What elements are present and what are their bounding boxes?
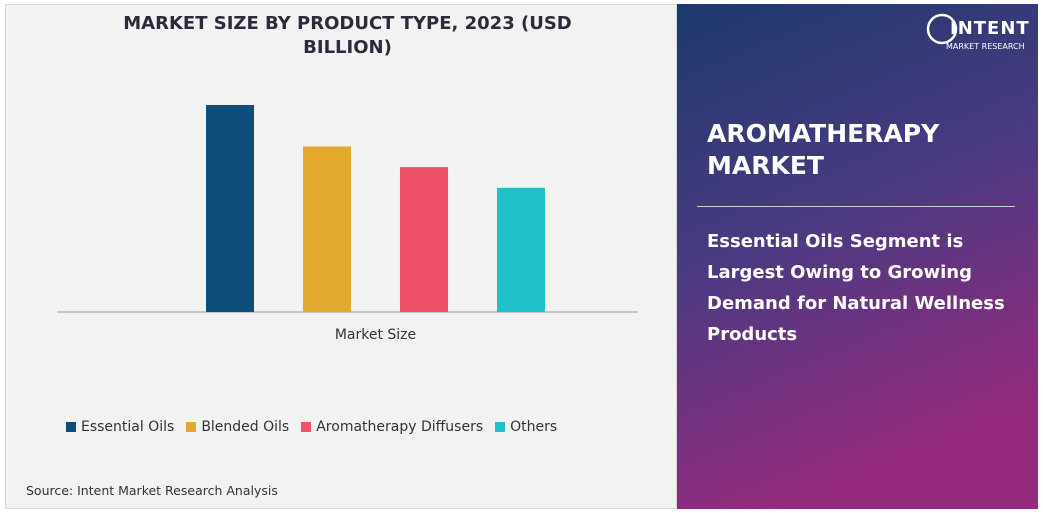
legend-item: Essential Oils [66, 419, 174, 435]
legend-swatch [495, 422, 506, 432]
legend-item: Blended Oils [186, 419, 289, 435]
panel-shape [677, 4, 1038, 509]
bar [206, 105, 254, 312]
legend-item: Others [495, 419, 557, 435]
panel-heading: AROMATHERAPY MARKET [707, 119, 940, 180]
panel-text: Essential Oils Segment is Largest Owing … [707, 231, 1005, 345]
legend-swatch [186, 422, 197, 432]
logo-name: INTENT [950, 18, 1030, 39]
chart: Market Size [57, 105, 638, 343]
logo-icon [926, 13, 958, 45]
info-panel-bg [677, 4, 1038, 509]
logo-tagline: MARKET RESEARCH [946, 42, 1025, 51]
bar [400, 167, 448, 312]
x-tick-label: Market Size [335, 327, 416, 343]
source: Source: Intent Market Research Analysis [26, 483, 278, 498]
chart-title: MARKET SIZE BY PRODUCT TYPE, 2023 (USD B… [123, 13, 572, 58]
bar [303, 146, 351, 312]
legend-item: Aromatherapy Diffusers [301, 419, 483, 435]
legend-label: Essential Oils [81, 419, 175, 435]
legend-swatch [66, 422, 76, 432]
legend-label: Aromatherapy Diffusers [316, 419, 484, 435]
legend: Essential Oils Blended Oils Aromatherapy D… [66, 419, 557, 435]
legend-label: Others [510, 419, 558, 435]
legend-swatch [301, 422, 312, 432]
legend-label: Blended Oils [201, 419, 290, 435]
divider [697, 206, 1015, 207]
bar [497, 187, 545, 312]
